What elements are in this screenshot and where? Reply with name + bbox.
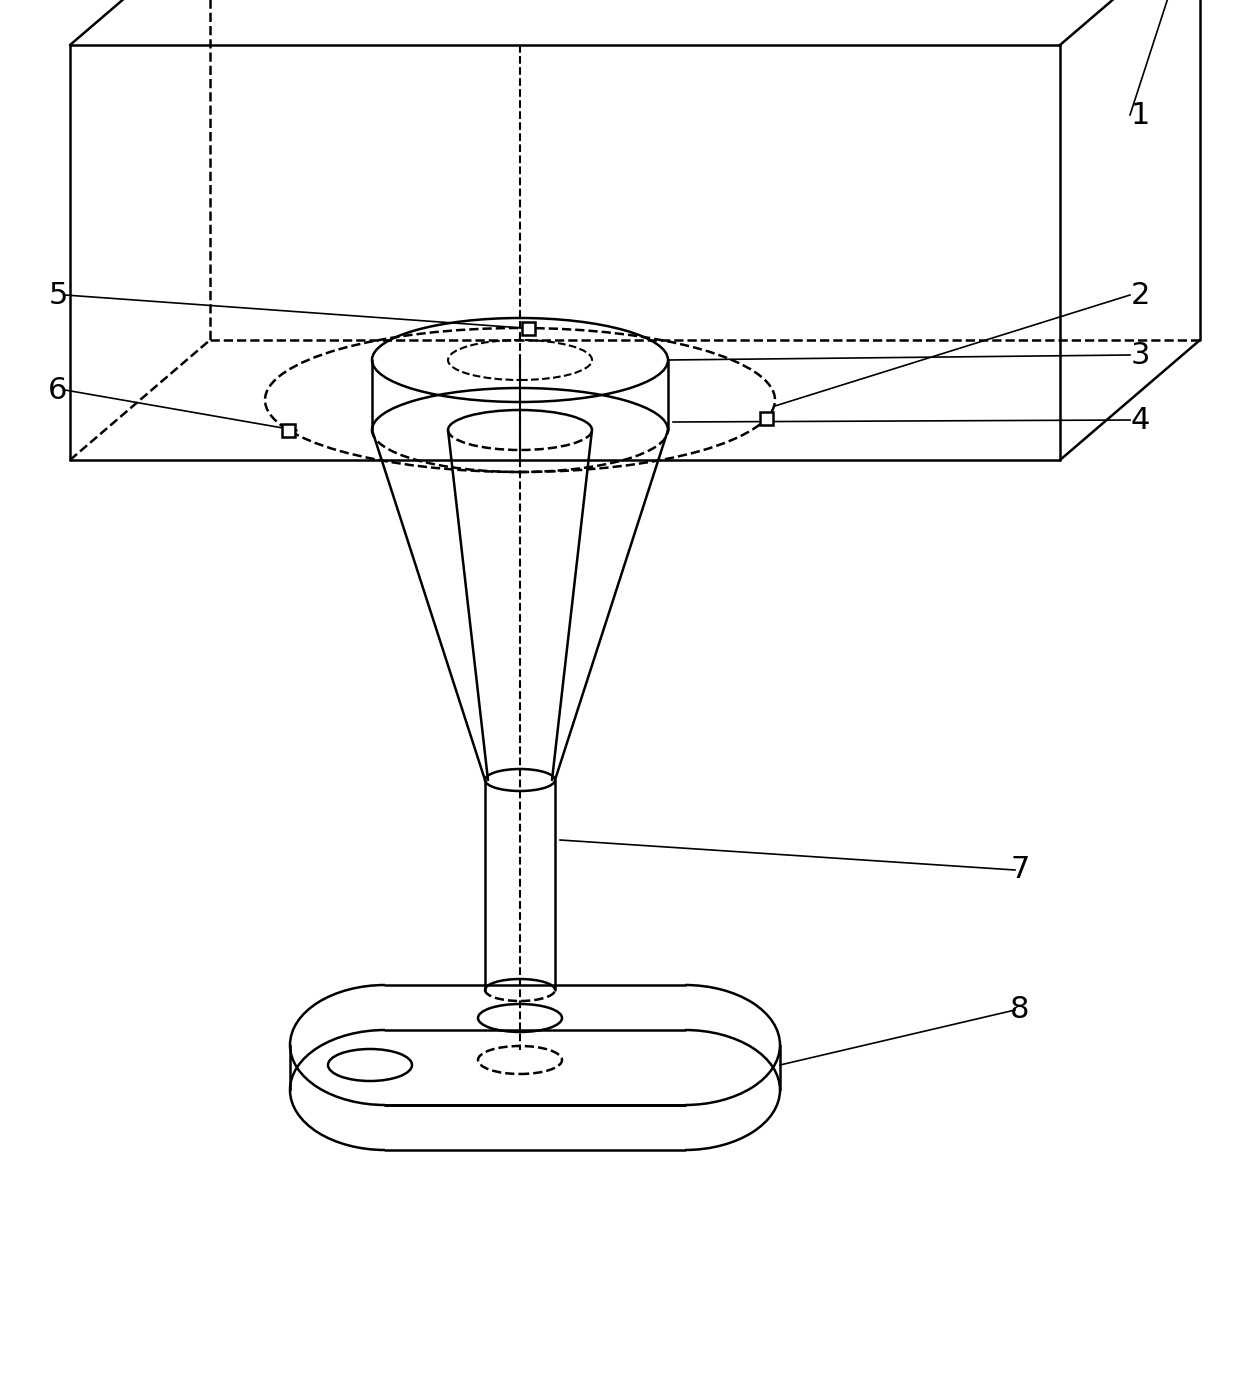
Text: 6: 6 [48, 375, 68, 404]
Text: 8: 8 [1011, 995, 1029, 1024]
Bar [283, 424, 295, 437]
Bar [760, 413, 773, 425]
Text: 5: 5 [48, 280, 68, 309]
Text: 4: 4 [1131, 406, 1149, 435]
Text: 3: 3 [1130, 341, 1149, 370]
Text: 1: 1 [1131, 101, 1149, 130]
Bar [522, 322, 536, 334]
Text: 2: 2 [1131, 280, 1149, 309]
Text: 7: 7 [1011, 856, 1029, 885]
